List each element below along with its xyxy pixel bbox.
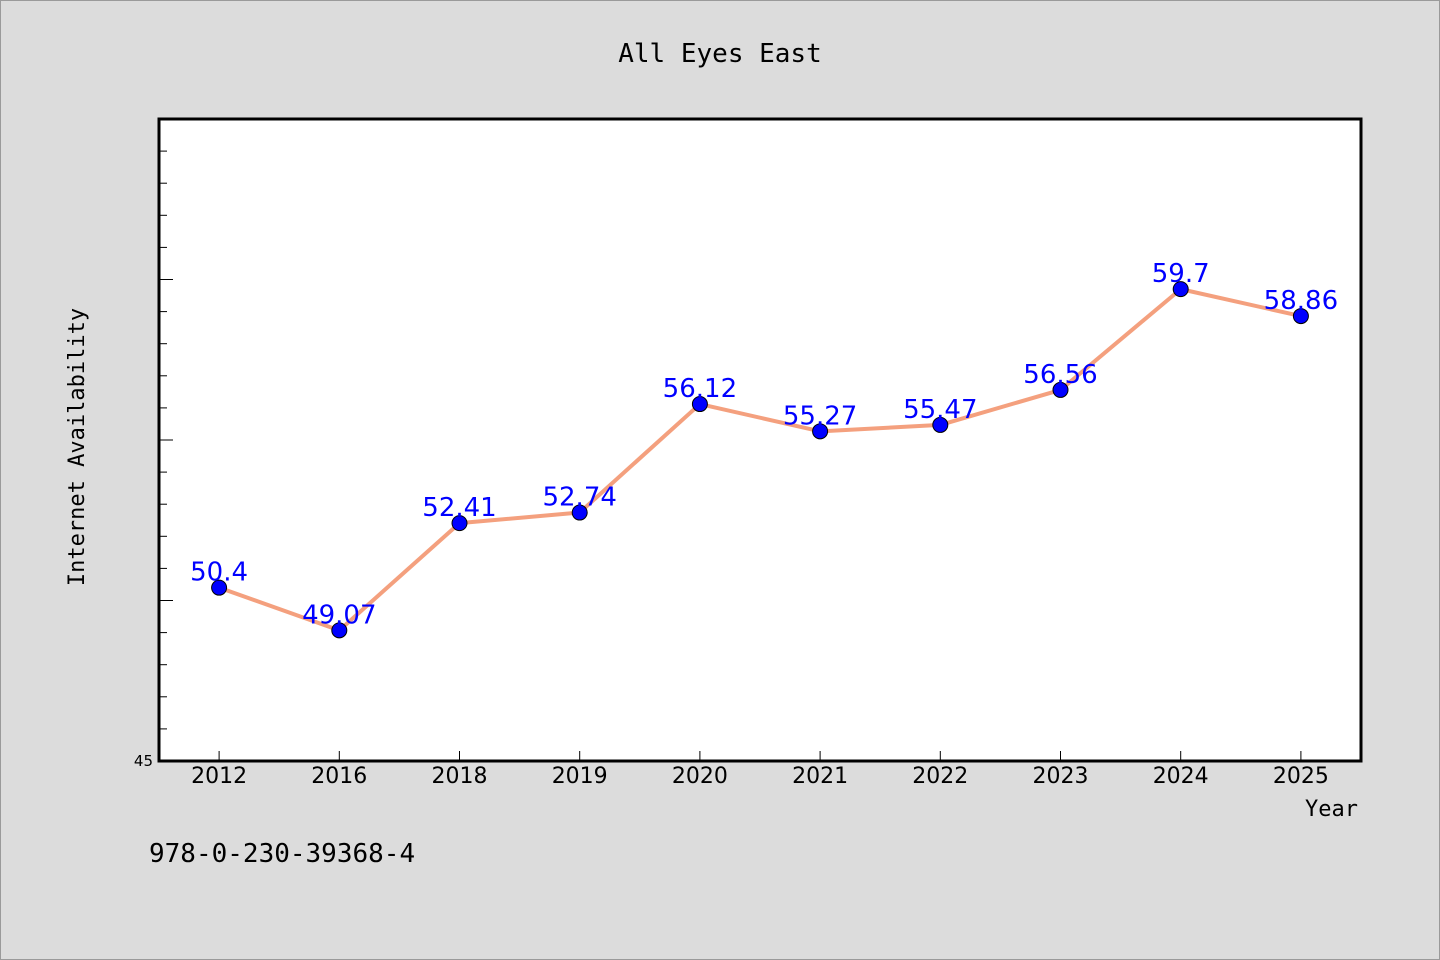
x-tick-label: 2024 xyxy=(1153,764,1209,789)
x-tick-label: 2023 xyxy=(1033,764,1089,789)
x-tick-label: 2025 xyxy=(1273,764,1329,789)
isbn-text: 978-0-230-39368-4 xyxy=(149,839,415,869)
data-point xyxy=(331,622,348,639)
series-polyline xyxy=(218,287,1302,633)
data-label: 55.27 xyxy=(783,401,857,431)
y-axis-ticks: 45 xyxy=(134,118,173,770)
x-tick-label: 2019 xyxy=(552,764,608,789)
y-tick-label: 45 xyxy=(134,752,153,770)
x-tick-label: 2016 xyxy=(311,764,367,789)
x-tick-label: 2012 xyxy=(191,764,247,789)
x-tick-label: 2022 xyxy=(912,764,968,789)
data-point xyxy=(451,515,468,532)
data-point xyxy=(932,416,949,433)
data-label: 56.56 xyxy=(1023,360,1097,390)
data-label: 59.7 xyxy=(1152,259,1210,289)
data-point xyxy=(1172,281,1189,298)
data-point xyxy=(691,396,708,413)
plot-area xyxy=(157,117,1363,763)
data-label: 49.07 xyxy=(302,600,376,630)
data-label: 56.12 xyxy=(663,374,737,404)
data-point xyxy=(812,423,829,440)
data-labels: 50.4 49.07 52.41 52.74 56.12 55.27 55.47 56.56 5… xyxy=(190,259,1338,630)
chart-title: All Eyes East xyxy=(618,39,822,69)
data-label: 50.4 xyxy=(190,558,248,588)
y-axis-label: Internet Availability xyxy=(65,308,90,586)
x-axis-label: Year xyxy=(1305,797,1358,822)
data-point xyxy=(571,504,588,521)
series-line xyxy=(211,281,1309,639)
data-point xyxy=(1052,381,1069,398)
data-label: 55.47 xyxy=(903,395,977,425)
data-point xyxy=(1292,308,1309,325)
data-label: 52.41 xyxy=(422,493,496,523)
x-tick-label: 2021 xyxy=(792,764,848,789)
data-label: 58.86 xyxy=(1264,286,1338,316)
x-axis-ticks: 2012 2016 2018 2019 2020 2021 2022 2023 2024 2025 xyxy=(191,751,1329,789)
x-tick-label: 2020 xyxy=(672,764,728,789)
data-point xyxy=(211,579,228,596)
data-label: 52.74 xyxy=(542,483,616,513)
x-tick-label: 2018 xyxy=(432,764,488,789)
